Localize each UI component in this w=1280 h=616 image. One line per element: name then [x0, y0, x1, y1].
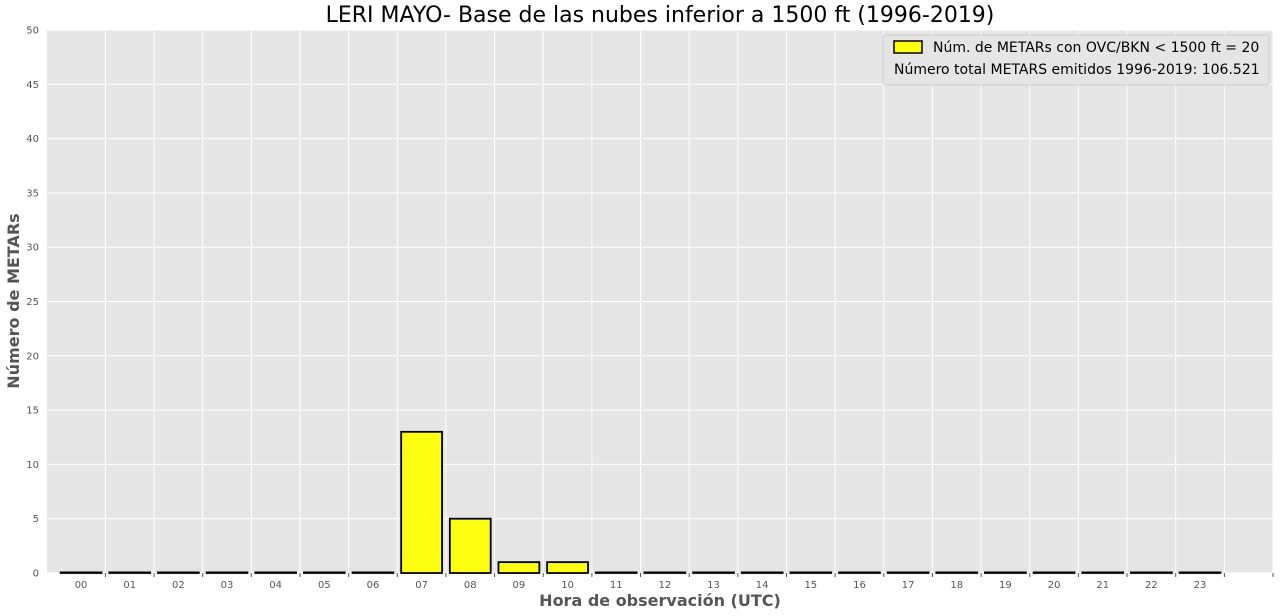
x-tick-label: 12: [658, 580, 671, 591]
bar-13: [692, 571, 735, 574]
x-tick-label: 01: [123, 580, 136, 591]
x-tick-label: 22: [1145, 580, 1158, 591]
x-tick-label: 18: [950, 580, 963, 591]
bar-06: [351, 571, 395, 574]
y-tick-label: 10: [26, 460, 39, 471]
bar-03: [205, 571, 249, 574]
x-tick-label: 06: [367, 580, 380, 591]
x-tick-label: 19: [999, 580, 1012, 591]
x-tick-label: 17: [902, 580, 915, 591]
x-tick-label: 02: [172, 580, 185, 591]
bar-15: [789, 571, 833, 574]
y-tick-label: 5: [33, 514, 39, 525]
legend-box: [882, 34, 1270, 86]
bar-21: [1081, 571, 1125, 574]
x-tick-label: 16: [853, 580, 866, 591]
x-tick-label: 20: [1048, 580, 1061, 591]
y-axis-label: Número de METARs: [4, 213, 23, 388]
y-tick-labels: 0 5 10 15 20 25 30 35 40 45 50: [26, 26, 39, 580]
legend-entry: Núm. de METARs con OVC/BKN < 1500 ft = 2…: [933, 40, 1259, 56]
bar-12: [643, 571, 687, 574]
bar-19: [984, 571, 1027, 574]
bar-22: [1130, 571, 1173, 574]
chart-title: LERI MAYO- Base de las nubes inferior a …: [326, 3, 995, 28]
bar-09: [497, 561, 541, 574]
y-tick-label: 35: [26, 188, 39, 199]
bar-01: [108, 571, 152, 574]
bar-23: [1178, 571, 1222, 574]
x-tick-label: 23: [1194, 580, 1207, 591]
x-tick-label: 08: [464, 580, 477, 591]
x-tick-labels: 00 01 02 03 04 05 06 07 08 09 10 11 12 13 14 15 16 17 18 19…: [75, 573, 1274, 591]
y-tick-label: 50: [26, 26, 39, 37]
vertical-gridlines: [104, 30, 1274, 573]
x-tick-label: 00: [75, 580, 88, 591]
x-tick-label: 10: [561, 580, 574, 591]
x-tick-label: 04: [269, 580, 282, 591]
bar-05: [302, 571, 346, 574]
x-tick-label: 07: [415, 580, 428, 591]
y-tick-label: 20: [26, 351, 39, 362]
y-tick-label: 30: [26, 243, 39, 254]
x-axis-label: Hora de observación (UTC): [539, 591, 781, 610]
x-tick-label: 15: [804, 580, 817, 591]
bar-11: [594, 571, 638, 574]
bar-00: [59, 571, 103, 574]
x-tick-label: 05: [318, 580, 331, 591]
bar-14: [740, 571, 784, 574]
y-tick-label: 0: [33, 569, 39, 580]
legend: Núm. de METARs con OVC/BKN < 1500 ft = 2…: [882, 34, 1270, 86]
bars: [59, 430, 1222, 574]
bar-07: [400, 430, 443, 574]
bar-04: [254, 571, 297, 574]
x-tick-label: 13: [707, 580, 720, 591]
x-tick-label: 21: [1096, 580, 1109, 591]
bar-16: [838, 571, 881, 574]
legend-swatch: [893, 40, 923, 54]
bar-20: [1032, 571, 1076, 574]
y-tick-label: 40: [26, 134, 39, 145]
bar-17: [886, 571, 930, 574]
bar-02: [157, 571, 200, 574]
x-tick-label: 14: [756, 580, 769, 591]
x-tick-label: 09: [513, 580, 526, 591]
y-tick-label: 25: [26, 297, 39, 308]
bar-18: [935, 571, 979, 574]
x-tick-label: 03: [221, 580, 234, 591]
x-tick-label: 11: [610, 580, 623, 591]
y-tick-label: 15: [26, 406, 39, 417]
bar-10: [546, 561, 589, 574]
legend-note: Número total METARS emitidos 1996-2019: …: [894, 62, 1260, 78]
y-tick-label: 45: [26, 80, 39, 91]
bar-08: [448, 517, 492, 574]
